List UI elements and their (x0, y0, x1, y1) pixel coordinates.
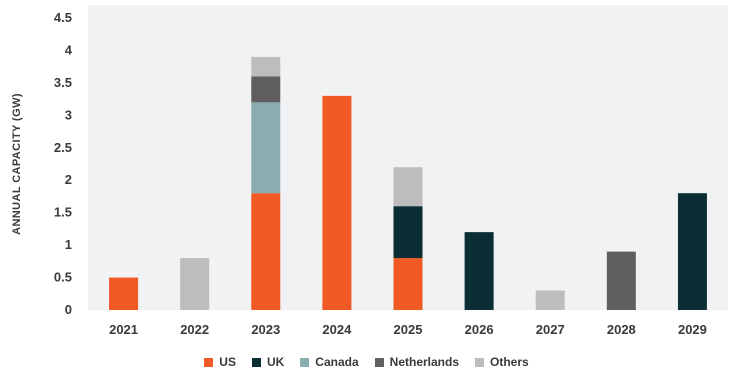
bar-segment-us-2024 (322, 95, 352, 311)
legend-swatch (475, 357, 485, 367)
bar-segment-others-2022 (180, 258, 210, 310)
x-tick-label: 2023 (251, 322, 280, 337)
bar-segment-others-2027 (535, 290, 565, 310)
x-tick-label: 2025 (394, 322, 423, 337)
y-axis-label: ANNUAL CAPACITY (GW) (11, 93, 23, 235)
bar-segment-others-2025 (393, 167, 423, 207)
y-tick-label: 4.5 (54, 10, 72, 25)
x-tick-label: 2027 (536, 322, 565, 337)
legend-item-us: US (204, 355, 236, 369)
legend-label: Netherlands (389, 355, 460, 369)
legend-item-others: Others (475, 355, 529, 369)
legend: US UK Canada Netherlands Others (0, 352, 733, 372)
legend-label: UK (266, 355, 285, 369)
bar-segment-others-2023 (251, 56, 281, 77)
bars-group (109, 56, 707, 311)
legend-label: Others (490, 355, 529, 369)
bar-segment-uk-2029 (677, 193, 707, 310)
x-tick-label: 2021 (109, 322, 138, 337)
x-tick-label: 2028 (607, 322, 636, 337)
legend-swatch (300, 357, 310, 367)
legend-swatch (204, 357, 214, 367)
bar-segment-netherlands-2028 (606, 251, 636, 310)
legend-label: Canada (315, 355, 359, 369)
legend-item-canada: Canada (300, 355, 359, 369)
y-tick-label: 0.5 (54, 270, 72, 285)
legend-item-netherlands: Netherlands (374, 355, 460, 369)
y-tick-label: 3 (65, 107, 72, 122)
bar-segment-us-2021 (109, 277, 139, 310)
x-axis-ticks: 2021 2022 2023 2024 2025 2026 2027 2028 2029 (109, 322, 707, 337)
y-tick-label: 0 (65, 302, 72, 317)
bar-segment-canada-2023 (251, 102, 281, 194)
y-tick-label: 2.5 (54, 140, 72, 155)
x-tick-label: 2026 (465, 322, 494, 337)
y-tick-label: 1 (65, 237, 72, 252)
bar-segment-uk-2026 (464, 232, 494, 310)
y-tick-label: 2 (65, 172, 72, 187)
y-tick-label: 1.5 (54, 205, 72, 220)
y-tick-label: 3.5 (54, 75, 72, 90)
legend-swatch (374, 357, 384, 367)
bar-segment-uk-2025 (393, 206, 423, 259)
bar-segment-netherlands-2023 (251, 76, 281, 103)
legend-label: US (219, 355, 236, 369)
y-tick-label: 4 (65, 42, 73, 57)
stacked-bar-chart: 00.511.522.533.544.5 2021 2022 2023 2024 202… (11, 5, 728, 337)
x-tick-label: 2024 (322, 322, 352, 337)
legend-item-uk: UK (251, 355, 285, 369)
bar-segment-us-2023 (251, 193, 281, 310)
legend-swatch (251, 357, 261, 367)
bar-segment-us-2025 (393, 258, 423, 310)
y-axis-ticks: 0 0.5 1 1.5 2 2.5 3 3.5 4 4.5 (54, 10, 73, 317)
x-tick-label: 2022 (180, 322, 209, 337)
x-tick-label: 2029 (678, 322, 707, 337)
